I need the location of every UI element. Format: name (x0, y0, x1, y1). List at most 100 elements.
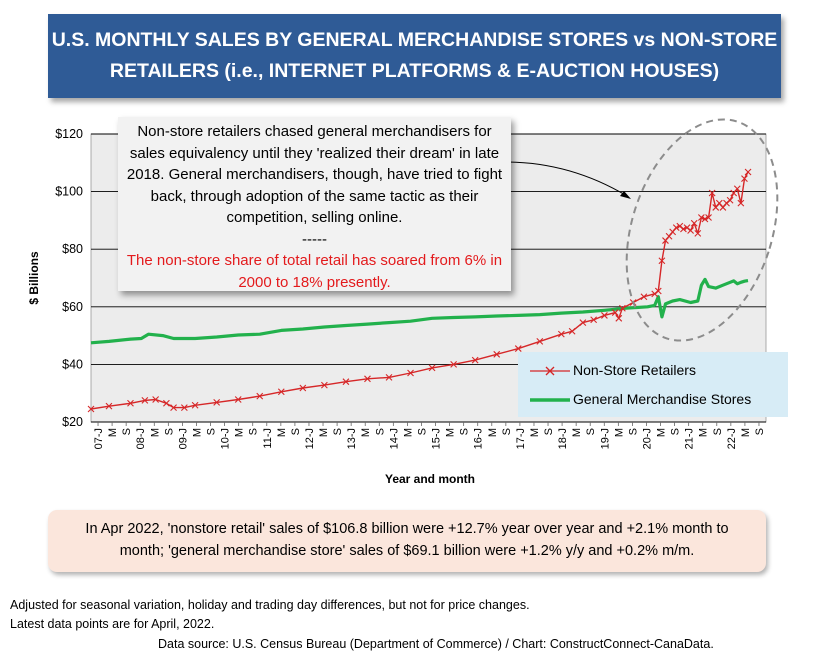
nonstore-point (687, 227, 694, 234)
x-tick-label: M (149, 428, 161, 437)
nonstore-point (152, 396, 160, 403)
annotation-highlight: The non-store share of total retail has … (126, 252, 503, 291)
nonstore-point (658, 257, 666, 265)
nonstore-point (744, 168, 752, 176)
x-axis-label: Year and month (385, 472, 475, 486)
x-tick-label: S (121, 428, 133, 435)
x-tick-label: 22-J (726, 428, 738, 449)
chart-title: U.S. MONTHLY SALES BY GENERAL MERCHANDIS… (48, 14, 781, 98)
x-tick-label: 14-J (388, 428, 400, 449)
nonstore-point (127, 399, 134, 407)
nonstore-point (299, 384, 307, 392)
nonstore-point (579, 319, 587, 327)
x-tick-label: M (107, 428, 119, 437)
nonstore-point (428, 364, 436, 372)
x-tick-label: S (206, 428, 218, 435)
x-tick-label: S (290, 428, 302, 435)
nonstore-point (514, 345, 522, 352)
nonstore-point (611, 309, 619, 316)
x-tick-label: M (613, 428, 625, 437)
general-line-icon (530, 398, 570, 402)
nonstore-point (741, 175, 748, 183)
nonstore-point (320, 381, 328, 389)
y-tick-label: $20 (62, 415, 83, 429)
x-tick-label: M (656, 428, 668, 437)
nonstore-point (737, 199, 745, 207)
nonstore-point (180, 404, 188, 411)
nonstore-point (213, 399, 221, 406)
nonstore-point (141, 397, 149, 404)
nonstore-point (618, 304, 626, 312)
x-tick-label: S (501, 428, 513, 435)
nonstore-point (163, 399, 170, 407)
footnote-source: Data source: U.S. Census Bureau (Departm… (158, 637, 714, 651)
annotation-arrow (504, 161, 628, 197)
x-tick-label: S (459, 428, 471, 435)
series-line-nonstore (90, 171, 749, 410)
x-tick-label: 20-J (641, 428, 653, 449)
x-tick-label: 09-J (177, 428, 189, 449)
legend-label-general: General Merchandise Stores (573, 391, 752, 407)
nonstore-point (690, 219, 698, 227)
nonstore-point (590, 316, 598, 324)
x-tick-label: 12-J (304, 428, 316, 449)
nonstore-point (557, 330, 565, 338)
legend-label-nonstore: Non-Store Retailers (573, 362, 696, 378)
legend-item-nonstore: Non-Store Retailers (518, 359, 788, 383)
nonstore-point (726, 196, 734, 204)
nonstore-point (705, 214, 712, 221)
nonstore-point (601, 312, 608, 319)
y-axis-ticks: $20 $40 $60 $80 $100 $120 (55, 127, 83, 429)
x-tick-label: 10-J (220, 428, 232, 449)
x-tick-label: 15-J (431, 428, 443, 449)
chart-title-line2: RETAILERS (i.e., INTERNET PLATFORMS & E-… (109, 60, 720, 82)
nonstore-point (256, 392, 264, 400)
y-tick-label: $80 (62, 242, 83, 256)
nonstore-point (170, 404, 177, 411)
chart-title-line1: U.S. MONTHLY SALES BY GENERAL MERCHANDIS… (51, 29, 778, 51)
legend-item-general: General Merchandise Stores (518, 388, 788, 412)
x-tick-label: M (740, 428, 752, 437)
x-tick-label: M (276, 428, 288, 437)
x-tick-label: 11-J (262, 428, 274, 449)
nonstore-point (105, 402, 113, 410)
nonstore-point (234, 396, 242, 403)
legend: Non-Store Retailers General Merchandise … (518, 352, 788, 417)
x-tick-label: S (543, 428, 555, 435)
y-tick-label: $40 (62, 357, 83, 371)
annotation-divider: ----- (302, 230, 327, 248)
annotation-text: Non-store retailers chased general merch… (126, 123, 503, 226)
x-axis-ticks: 07-J M S 08-J M S 09-J M S 10-J M S 11-J M S 12-J M S 13-J… (93, 422, 766, 449)
nonstore-point (733, 185, 741, 193)
nonstore-point (697, 214, 705, 221)
x-tick-label: M (487, 428, 499, 437)
x-tick-label: 16-J (473, 428, 485, 449)
x-tick-label: S (712, 428, 724, 435)
x-tick-label: S (585, 428, 597, 435)
y-tick-label: $100 (55, 185, 83, 199)
footnote-latest: Latest data points are for April, 2022. (10, 617, 215, 631)
x-tick-label: 13-J (346, 428, 358, 449)
x-tick-label: S (332, 428, 344, 435)
nonstore-line-marker-icon (530, 366, 570, 376)
x-tick-label: S (248, 428, 260, 435)
x-tick-label: M (234, 428, 246, 437)
x-tick-label: 07-J (93, 428, 105, 449)
x-tick-label: M (360, 428, 372, 437)
y-tick-label: $60 (62, 300, 83, 314)
nonstore-point (364, 375, 371, 383)
nonstore-point (493, 350, 501, 358)
summary-box: In Apr 2022, 'nonstore retail' sales of … (48, 510, 766, 572)
nonstore-point (450, 361, 458, 368)
highlight-ellipse (625, 118, 779, 342)
nonstore-point (385, 373, 393, 381)
x-tick-label: M (318, 428, 330, 437)
y-axis-label: $ Billions (27, 251, 41, 305)
x-tick-label: S (670, 428, 682, 435)
x-tick-label: S (374, 428, 386, 435)
nonstore-point (680, 225, 687, 233)
x-tick-label: M (698, 428, 710, 437)
x-tick-label: 21-J (684, 428, 696, 449)
nonstore-point (568, 327, 576, 335)
nonstore-point (87, 405, 95, 413)
